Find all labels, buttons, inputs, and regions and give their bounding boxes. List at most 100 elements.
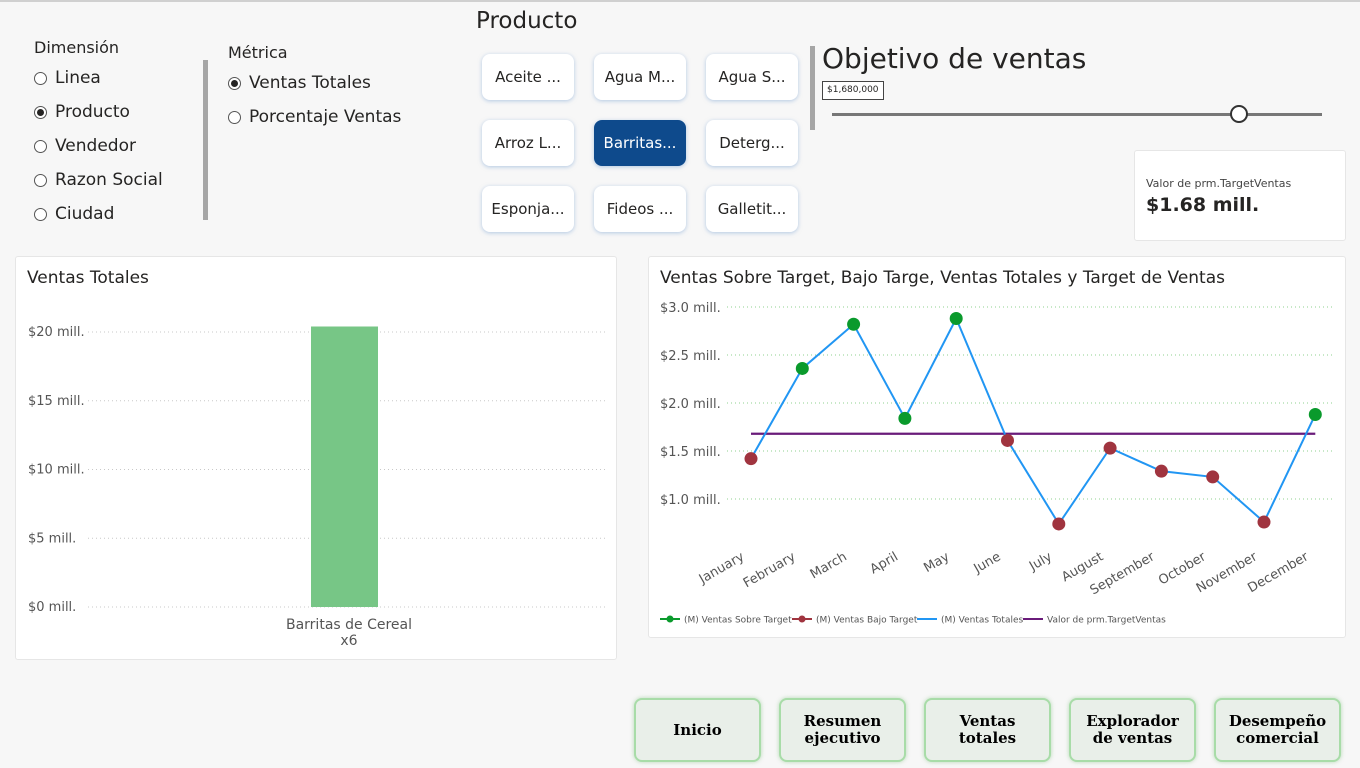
line-y-tick-label: $2.0 mill. [660,397,721,412]
bar-y-tick-label: $5 mill. [28,531,76,546]
product-slicer-title: Producto [476,8,578,34]
line-y-tick-label: $1.0 mill. [660,493,721,508]
below-target-point[interactable] [1257,515,1271,529]
bar-y-tick-label: $10 mill. [28,463,85,478]
product-tile[interactable]: Galletit... [706,186,798,232]
target-value-card: Valor de prm.TargetVentas $1.68 mill. [1134,150,1346,241]
metric-option-label: Porcentaje Ventas [249,107,402,127]
bar-category-label: Barritas de Cereal [286,617,412,633]
product-tile[interactable]: Barritas... [594,120,686,166]
nav-label-line2: comercial [1236,729,1319,747]
legend-label: Valor de prm.TargetVentas [1047,616,1166,626]
dimension-option-label: Vendedor [55,136,136,156]
top-border [0,0,1360,2]
above-target-point[interactable] [898,411,912,425]
nav-button-resumen-ejecutivo[interactable]: Resumen ejecutivo [779,698,906,762]
below-target-point[interactable] [744,452,758,466]
radio-button[interactable] [34,207,47,221]
dimension-option-razon-social[interactable]: Razon Social [34,163,204,197]
total-series-line [750,316,1317,526]
dimension-option-label: Producto [55,102,130,122]
product-tile[interactable]: Agua M... [594,54,686,100]
target-line-chart: Ventas Sobre Target, Bajo Targe, Ventas … [648,256,1346,638]
bar-category-label-line2: x6 [340,633,357,649]
nav-label-line2: totales [958,729,1017,747]
metric-option-label: Ventas Totales [249,73,371,93]
nav-button-inicio[interactable]: Inicio [634,698,761,762]
legend-label: (M) Ventas Bajo Target [816,616,918,626]
below-target-point[interactable] [1001,433,1014,447]
dimension-slicer-scrollbar[interactable] [203,60,208,220]
bar-y-tick-label: $0 mill. [28,600,76,615]
dimension-option-linea[interactable]: Linea [34,61,204,95]
radio-button[interactable] [228,110,241,124]
nav-label-line2: ejecutivo [804,729,881,747]
bar[interactable] [311,326,378,608]
dimension-slicer-title: Dimensión [34,38,120,57]
product-tile[interactable]: Agua S... [706,54,798,100]
bar-chart-plot: $0 mill. $5 mill. $10 mill. $15 mill. $20 mi… [28,325,606,649]
month-label: April [868,549,901,577]
nav-button-label: Explorador de ventas [1086,713,1179,747]
nav-button-label: Inicio [673,720,722,739]
month-label: January [696,549,747,587]
month-label: February [741,549,799,591]
below-target-point[interactable] [1154,464,1168,478]
dimension-option-label: Ciudad [55,204,115,224]
legend-marker [798,615,806,623]
line-y-tick-label: $3.0 mill. [660,301,721,316]
nav-label-line1: Inicio [673,720,722,739]
below-target-point[interactable] [1103,441,1117,455]
month-label: June [971,549,1004,577]
radio-button[interactable] [34,139,47,153]
below-target-point[interactable] [1052,517,1066,531]
above-target-point[interactable] [949,312,963,326]
nav-button-label: Ventas totales [959,713,1016,747]
dimension-option-producto[interactable]: Producto [34,95,204,129]
nav-button-label: Desempeño comercial [1229,713,1326,747]
nav-button-ventas-totales[interactable]: Ventas totales [924,698,1051,762]
dimension-option-label: Linea [55,68,101,88]
below-target-point[interactable] [1206,470,1220,484]
line-chart-title: Ventas Sobre Target, Bajo Targe, Ventas … [660,268,1226,288]
radio-button[interactable] [34,173,47,187]
above-target-point[interactable] [795,361,809,375]
nav-button-desempeno-comercial[interactable]: Desempeño comercial [1214,698,1341,762]
metric-slicer: Métrica Ventas Totales Porcentaje Ventas [228,43,448,134]
dimension-option-label: Razon Social [55,170,163,190]
radio-button[interactable] [228,76,241,90]
legend-marker [666,615,674,623]
target-slider-track[interactable] [832,113,1322,116]
product-tile[interactable]: Deterg... [706,120,798,166]
bar-y-tick-label: $20 mill. [28,325,85,340]
nav-button-explorador-de-ventas[interactable]: Explorador de ventas [1069,698,1196,762]
target-card-label: Valor de prm.TargetVentas [1146,177,1292,190]
metric-option-ventas-totales[interactable]: Ventas Totales [228,66,448,100]
month-label: July [1026,549,1055,574]
month-label: March [808,549,850,582]
radio-button[interactable] [34,105,47,119]
product-tile[interactable]: Esponja... [482,186,574,232]
month-label: May [921,549,952,576]
product-tile[interactable]: Arroz L... [482,120,574,166]
legend-label: (M) Ventas Sobre Target [684,616,792,626]
target-slider-thumb[interactable] [1229,105,1248,123]
above-target-point[interactable] [847,317,861,331]
dimension-option-vendedor[interactable]: Vendedor [34,129,204,163]
product-tile[interactable]: Fideos ... [594,186,686,232]
nav-label-line2: de ventas [1092,729,1173,747]
product-slicer-scrollbar[interactable] [810,46,815,130]
metric-slicer-title: Métrica [228,43,288,62]
dimension-option-ciudad[interactable]: Ciudad [34,197,204,231]
nav-label-line1: Ventas [959,712,1016,730]
radio-button[interactable] [34,71,47,85]
nav-button-label: Resumen ejecutivo [804,713,882,747]
line-y-tick-label: $2.5 mill. [660,349,721,364]
dimension-slicer: Dimensión Linea Producto Vendedor Razon Soc… [34,38,204,231]
metric-option-porcentaje-ventas[interactable]: Porcentaje Ventas [228,100,448,134]
legend-label: (M) Ventas Totales [941,616,1023,626]
bar-y-tick-label: $15 mill. [28,394,85,409]
product-tile[interactable]: Aceite ... [482,54,574,100]
above-target-point[interactable] [1308,408,1322,422]
target-card-value: $1.68 mill. [1146,194,1260,216]
